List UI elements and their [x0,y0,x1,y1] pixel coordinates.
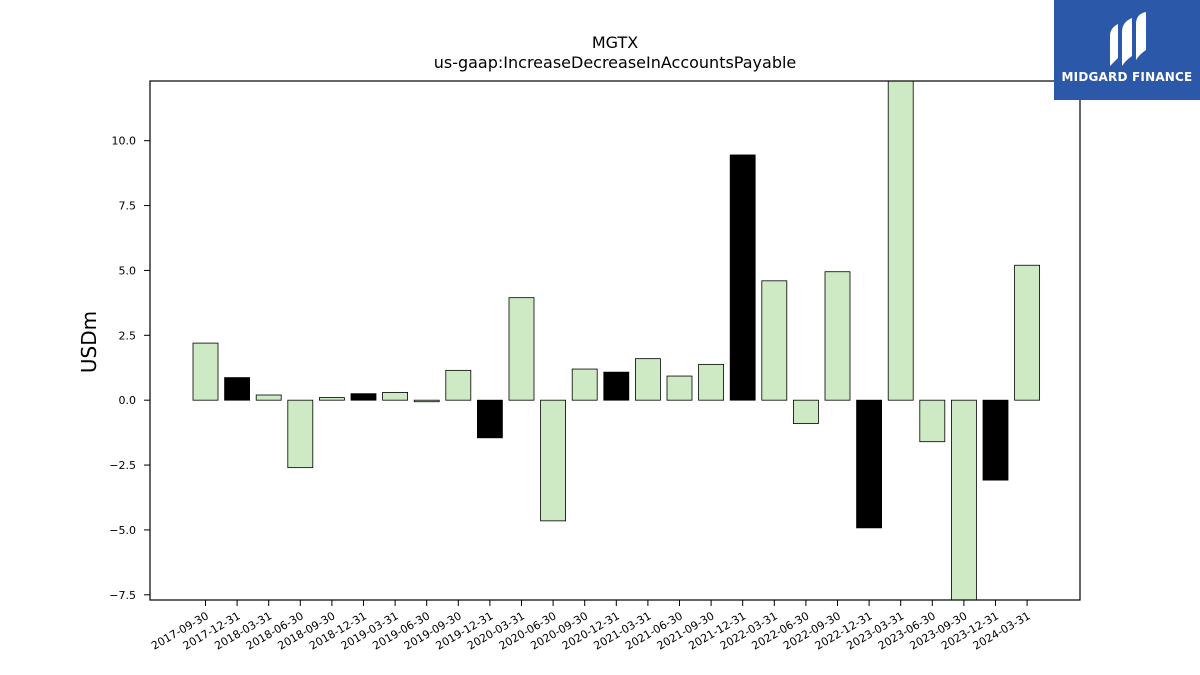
bar-2020-09-30 [571,368,598,401]
bar-2020-03-31 [508,297,535,401]
y-tick-label: 10.0 [112,135,137,148]
x-axis-ticks: 2017-09-302017-12-312018-03-312018-06-30… [149,600,1033,653]
y-axis-ticks: −7.5 −5.0 −2.5 0.0 2.5 5.0 7.5 10.0 [109,135,150,602]
y-tick-label: 5.0 [119,264,137,277]
bar-2023-09-30 [951,399,977,601]
bar-2024-03-31 [1014,264,1040,401]
chart-title: MGTX [592,33,638,52]
bar-2019-12-31 [476,399,503,439]
bar-2019-09-30 [445,369,472,401]
bar-2022-03-31 [761,280,788,401]
logo-text: MIDGARD FINANCE [1061,70,1193,84]
bar-2021-03-31 [635,358,661,401]
bar-2018-09-30 [318,397,345,401]
bar-2020-12-31 [603,371,630,401]
bar-2019-03-31 [382,391,409,401]
bar-2018-06-30 [287,399,314,469]
bar-2021-12-31 [729,154,756,401]
bar-2018-12-31 [350,393,377,401]
bar-2023-06-30 [919,399,946,443]
bar-2021-09-30 [698,363,724,401]
bar-2022-06-30 [793,399,819,424]
y-tick-label: −7.5 [109,589,136,602]
bar-2017-12-31 [224,377,251,401]
y-tick-label: −2.5 [109,459,136,472]
bar-2017-09-30 [192,342,219,401]
y-tick-label: 2.5 [119,329,137,342]
y-tick-label: −5.0 [109,524,136,537]
bar-series [192,80,1040,601]
bar-2023-03-31 [887,80,914,401]
bar-2019-06-30 [413,399,440,403]
y-tick-label: 0.0 [119,394,137,407]
bar-2021-06-30 [666,375,693,401]
chart-subtitle: us-gaap:IncreaseDecreaseInAccountsPayabl… [434,53,797,72]
y-axis-label: USDm [77,311,101,373]
midgard-finance-logo: MIDGARD FINANCE [1054,0,1200,100]
bar-2022-12-31 [856,399,882,529]
midgard-logo-icon [1110,12,1146,66]
bar-2023-12-31 [982,399,1009,481]
plot-frame [149,80,1081,601]
bar-2020-06-30 [540,399,566,522]
bar-2018-03-31 [255,394,282,401]
bar-2022-09-30 [824,271,851,401]
y-tick-label: 7.5 [119,200,137,213]
